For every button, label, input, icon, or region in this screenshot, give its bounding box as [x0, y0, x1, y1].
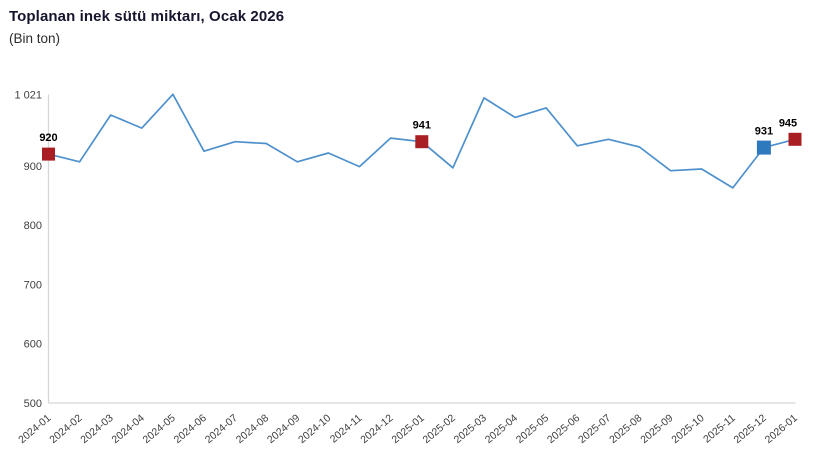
- x-axis-label: 2024-10: [296, 412, 333, 446]
- x-axis-label: 2024-11: [328, 412, 365, 446]
- x-axis-label: 2024-04: [109, 412, 146, 446]
- x-axis-label: 2025-10: [669, 412, 706, 446]
- data-point-label: 931: [755, 126, 773, 138]
- y-axis-label: 800: [24, 220, 42, 232]
- chart-subtitle: (Bin ton): [9, 31, 61, 46]
- x-axis-label: 2025-01: [389, 412, 426, 446]
- data-point-marker-2024-01[interactable]: [42, 147, 55, 161]
- x-axis-label: 2025-07: [576, 412, 613, 446]
- x-axis-label: 2024-02: [47, 412, 84, 446]
- x-axis-label: 2024-05: [141, 412, 178, 446]
- chart-title: Toplanan inek sütü miktarı, Ocak 2026: [9, 8, 285, 25]
- x-axis-label: 2025-09: [638, 412, 675, 446]
- data-point-label: 920: [39, 132, 57, 144]
- y-axis-label: 900: [24, 161, 42, 173]
- data-point-marker-2025-01[interactable]: [415, 135, 429, 149]
- x-axis-label: 2025-06: [545, 412, 582, 446]
- x-axis-label: 2024-03: [78, 412, 115, 446]
- x-axis-label: 2025-12: [732, 412, 769, 446]
- data-point-label: 945: [779, 117, 797, 129]
- data-point-label: 941: [413, 120, 431, 132]
- x-axis-label: 2026-01: [763, 412, 800, 446]
- x-axis-label: 2024-01: [16, 412, 53, 446]
- x-axis-label: 2024-09: [265, 412, 302, 446]
- chart-header: Toplanan inek sütü miktarı, Ocak 2026 (B…: [9, 8, 284, 46]
- x-axis-label: 2025-05: [514, 412, 551, 446]
- x-axis-label: 2024-07: [203, 412, 240, 446]
- x-axis-label: 2024-06: [172, 412, 209, 446]
- y-axis-label: 700: [24, 279, 42, 291]
- y-axis-label: 1 021: [14, 89, 42, 101]
- x-axis-label: 2025-03: [452, 412, 489, 446]
- x-axis-label: 2024-08: [234, 412, 271, 446]
- y-axis-label: 500: [24, 398, 42, 410]
- x-axis-label: 2025-02: [421, 412, 458, 446]
- x-axis-label: 2025-11: [701, 412, 738, 446]
- data-point-marker-2025-12[interactable]: [756, 140, 771, 155]
- x-axis-label: 2024-12: [358, 412, 395, 446]
- y-axis-label: 600: [24, 339, 42, 351]
- x-axis-label: 2025-08: [607, 412, 644, 446]
- data-point-marker-2026-01[interactable]: [788, 132, 802, 146]
- x-axis-label: 2025-04: [483, 412, 520, 446]
